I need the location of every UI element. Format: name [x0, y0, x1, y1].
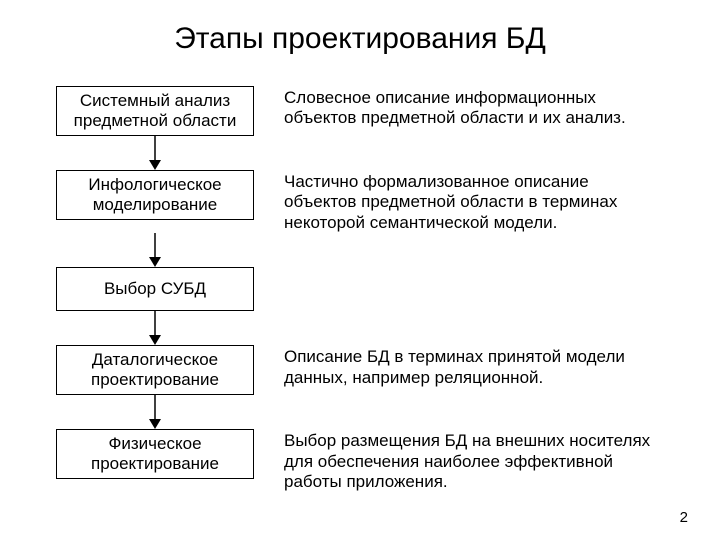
stage-row-4: Даталогическое проектирование Описание Б… [56, 345, 720, 395]
arrow-2 [56, 233, 254, 267]
stage-box-3: Выбор СУБД [56, 267, 254, 311]
stage-desc-4: Описание БД в терминах принятой модели д… [254, 345, 664, 388]
stage-row-3: Выбор СУБД [56, 267, 720, 311]
stage-box-1: Системный анализ предметной области [56, 86, 254, 136]
stage-row-5: Физическое проектирование Выбор размещен… [56, 429, 720, 492]
stage-desc-2: Частично формализованное описание объект… [254, 170, 664, 233]
arrow-4 [56, 395, 254, 429]
stage-box-2: Инфологическое моделирование [56, 170, 254, 220]
stage-desc-1: Словесное описание информационных объект… [254, 86, 664, 129]
stage-row-2: Инфологическое моделирование Частично фо… [56, 170, 720, 233]
stage-desc-5: Выбор размещения БД на внешних носителях… [254, 429, 664, 492]
flowchart: Системный анализ предметной области Слов… [0, 86, 720, 493]
arrow-3 [56, 311, 254, 345]
stage-row-1: Системный анализ предметной области Слов… [56, 86, 720, 136]
arrow-1 [56, 136, 254, 170]
stage-box-4: Даталогическое проектирование [56, 345, 254, 395]
stage-box-5: Физическое проектирование [56, 429, 254, 479]
page-number: 2 [680, 509, 688, 526]
stage-desc-3 [254, 267, 284, 269]
page-title: Этапы проектирования БД [0, 0, 720, 86]
